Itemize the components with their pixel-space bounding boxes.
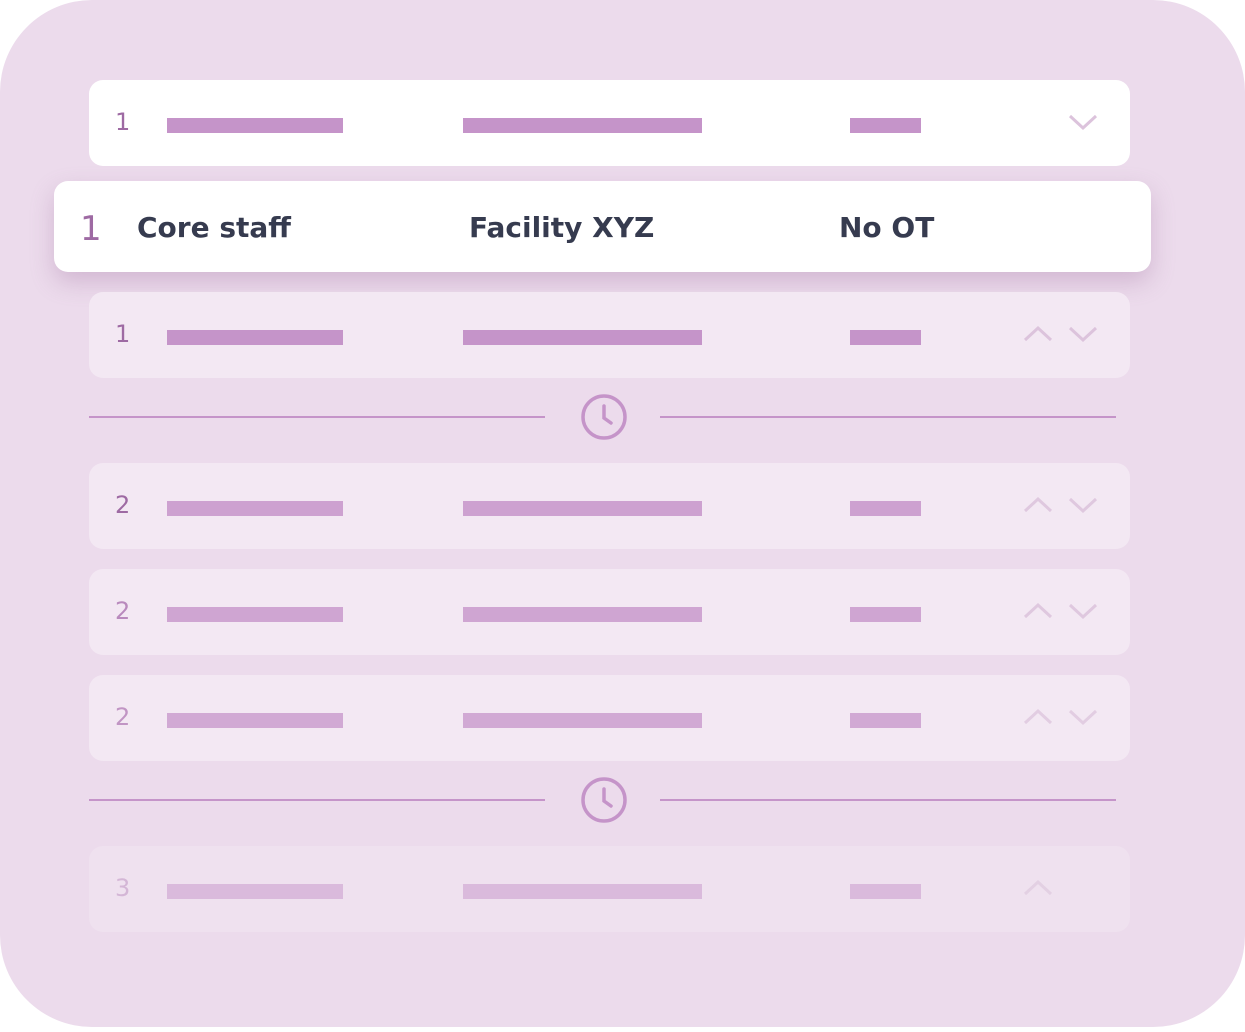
- chevron-up-icon[interactable]: [1023, 876, 1053, 900]
- placeholder-bar: [167, 501, 343, 516]
- row-number: 3: [115, 874, 131, 902]
- clock-icon: [581, 394, 627, 440]
- chevron-down-icon[interactable]: [1068, 110, 1098, 134]
- placeholder-bar: [463, 713, 702, 728]
- chevron-down-icon[interactable]: [1068, 493, 1098, 517]
- row-number: 2: [115, 703, 131, 731]
- placeholder-bar: [850, 713, 921, 728]
- placeholder-bar: [850, 330, 921, 345]
- role-label: Core staff: [137, 211, 291, 244]
- time-divider: [89, 394, 1116, 440]
- list-item[interactable]: 2: [89, 463, 1130, 549]
- time-divider: [89, 777, 1116, 823]
- chevron-down-icon[interactable]: [1068, 705, 1098, 729]
- placeholder-bar: [463, 884, 702, 899]
- list-item[interactable]: 2: [89, 569, 1130, 655]
- row-number: 1: [115, 320, 131, 348]
- placeholder-bar: [463, 330, 702, 345]
- placeholder-bar: [167, 330, 343, 345]
- chevron-down-icon[interactable]: [1068, 599, 1098, 623]
- placeholder-bar: [463, 118, 702, 133]
- list-item[interactable]: 1: [89, 292, 1130, 378]
- row-number: 1: [115, 108, 131, 136]
- chevron-up-icon[interactable]: [1023, 322, 1053, 346]
- location-label: Facility XYZ: [469, 211, 655, 244]
- placeholder-bar: [850, 607, 921, 622]
- placeholder-bar: [850, 501, 921, 516]
- chevron-down-icon[interactable]: [1068, 322, 1098, 346]
- placeholder-bar: [167, 884, 343, 899]
- row-number: 1: [80, 209, 102, 249]
- overtime-label: No OT: [839, 211, 935, 244]
- clock-icon: [581, 777, 627, 823]
- chevron-up-icon[interactable]: [1023, 493, 1053, 517]
- placeholder-bar: [167, 118, 343, 133]
- list-item[interactable]: 2: [89, 675, 1130, 761]
- row-number: 2: [115, 491, 131, 519]
- list-item[interactable]: 1: [89, 80, 1130, 166]
- placeholder-bar: [463, 607, 702, 622]
- list-item[interactable]: 3: [89, 846, 1130, 932]
- placeholder-bar: [167, 713, 343, 728]
- placeholder-bar: [167, 607, 343, 622]
- chevron-up-icon[interactable]: [1023, 599, 1053, 623]
- row-number: 2: [115, 597, 131, 625]
- placeholder-bar: [850, 884, 921, 899]
- chevron-up-icon[interactable]: [1023, 705, 1053, 729]
- placeholder-bar: [463, 501, 702, 516]
- placeholder-bar: [850, 118, 921, 133]
- highlighted-row[interactable]: 1 Core staff Facility XYZ No OT: [54, 181, 1151, 272]
